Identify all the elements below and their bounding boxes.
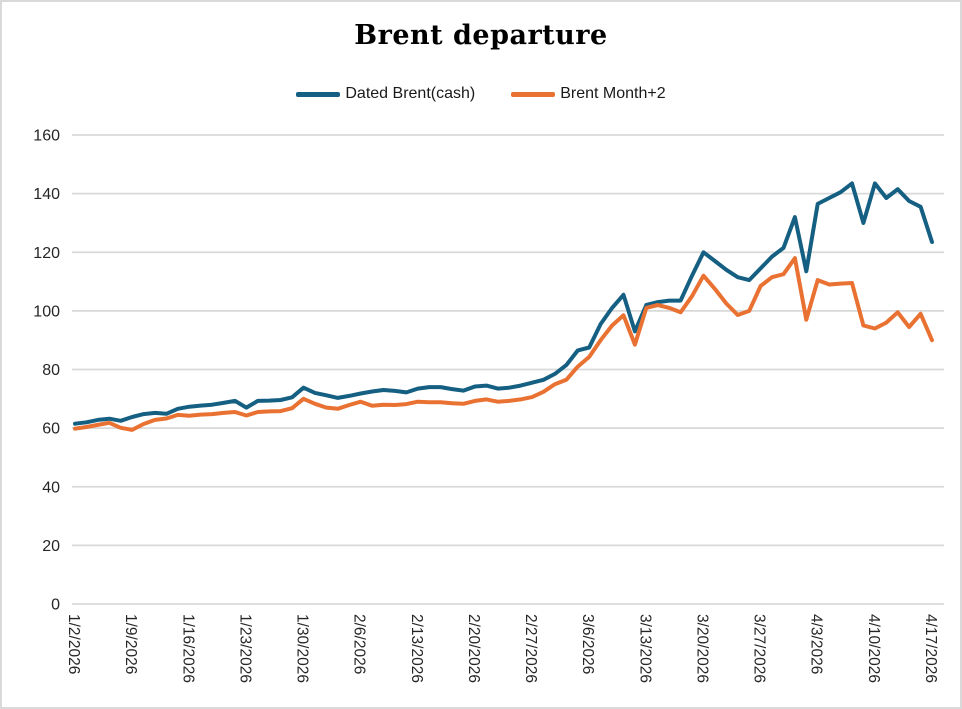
gridlines bbox=[72, 134, 944, 605]
chart-title: Brent departure bbox=[354, 20, 608, 51]
svg-text:160: 160 bbox=[33, 128, 60, 145]
svg-text:2/6/2026: 2/6/2026 bbox=[351, 614, 368, 674]
svg-text:3/6/2026: 3/6/2026 bbox=[579, 614, 596, 674]
x-axis-tick-labels: 1/2/2026 1/9/2026 1/16/2026 1/23/2026 1/30/2… bbox=[65, 614, 939, 683]
svg-text:3/27/2026: 3/27/2026 bbox=[751, 614, 768, 683]
svg-text:2/20/2026: 2/20/2026 bbox=[465, 614, 482, 683]
svg-text:2/27/2026: 2/27/2026 bbox=[522, 614, 539, 683]
svg-text:4/3/2026: 4/3/2026 bbox=[808, 614, 825, 674]
dated-brent-line-swatch bbox=[296, 91, 341, 97]
legend-item-brent-month2: Brent Month+2 bbox=[511, 85, 666, 103]
legend-label-dated-brent: Dated Brent(cash) bbox=[345, 85, 476, 102]
legend-label-brent-month2: Brent Month+2 bbox=[560, 85, 666, 102]
svg-text:3/13/2026: 3/13/2026 bbox=[636, 614, 653, 683]
series-lines bbox=[73, 181, 934, 432]
svg-text:40: 40 bbox=[42, 479, 60, 496]
svg-text:1/9/2026: 1/9/2026 bbox=[122, 614, 139, 674]
svg-text:20: 20 bbox=[42, 538, 60, 555]
y-axis-tick-labels: 0 20 40 60 80 100 120 140 160 bbox=[33, 128, 60, 614]
svg-text:140: 140 bbox=[33, 186, 60, 203]
svg-text:100: 100 bbox=[33, 303, 60, 320]
brent-month2-series-line bbox=[73, 256, 934, 432]
svg-text:0: 0 bbox=[51, 597, 60, 614]
svg-text:2/13/2026: 2/13/2026 bbox=[408, 614, 425, 683]
svg-text:80: 80 bbox=[42, 362, 60, 379]
svg-text:4/17/2026: 4/17/2026 bbox=[922, 614, 939, 683]
svg-text:120: 120 bbox=[33, 245, 60, 262]
dated-brent-series-line bbox=[73, 181, 934, 426]
legend-item-dated-brent: Dated Brent(cash) bbox=[296, 85, 475, 103]
svg-text:1/23/2026: 1/23/2026 bbox=[236, 614, 253, 683]
svg-text:4/10/2026: 4/10/2026 bbox=[865, 614, 882, 683]
svg-text:1/16/2026: 1/16/2026 bbox=[179, 614, 196, 683]
brent-month2-line-swatch bbox=[511, 91, 556, 97]
legend: Dated Brent(cash) Brent Month+2 bbox=[2, 85, 960, 103]
svg-text:60: 60 bbox=[42, 421, 60, 438]
svg-text:3/20/2026: 3/20/2026 bbox=[693, 614, 710, 683]
svg-text:1/30/2026: 1/30/2026 bbox=[294, 614, 311, 683]
svg-text:1/2/2026: 1/2/2026 bbox=[65, 614, 82, 674]
